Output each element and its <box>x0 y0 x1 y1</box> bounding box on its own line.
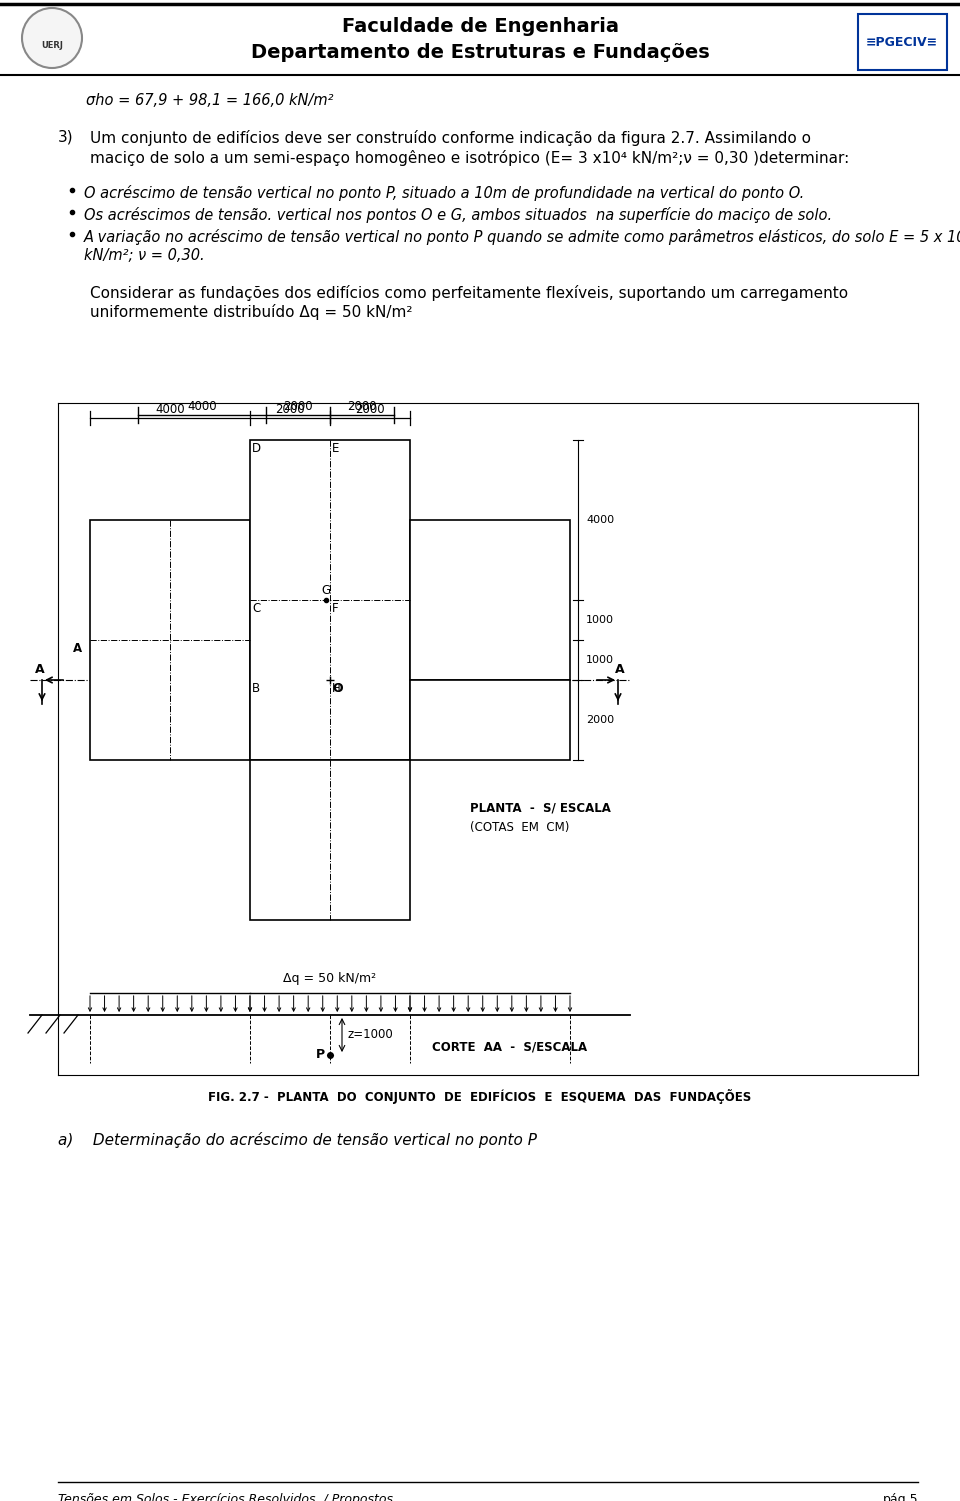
Text: Tensões em Solos - Exercícios Resolvidos  / Propostos: Tensões em Solos - Exercícios Resolvidos… <box>58 1493 393 1501</box>
Text: Um conjunto de edifícios deve ser construído conforme indicação da figura 2.7. A: Um conjunto de edifícios deve ser constr… <box>90 131 811 146</box>
Text: 2000: 2000 <box>586 714 614 725</box>
Text: A: A <box>36 663 45 675</box>
Text: 2000: 2000 <box>276 402 305 416</box>
Text: O: O <box>332 681 343 695</box>
Text: A: A <box>73 642 82 654</box>
Text: D: D <box>252 441 261 455</box>
Text: C: C <box>252 602 260 615</box>
Text: UERJ: UERJ <box>41 42 63 51</box>
Text: σho = 67,9 + 98,1 = 166,0 kN/m²: σho = 67,9 + 98,1 = 166,0 kN/m² <box>86 93 333 108</box>
Bar <box>410 519 570 680</box>
Text: 4000: 4000 <box>156 402 185 416</box>
Text: pág.5: pág.5 <box>882 1493 918 1501</box>
Text: z=1000: z=1000 <box>347 1028 393 1042</box>
Text: ≡PGECIV≡: ≡PGECIV≡ <box>866 36 938 48</box>
Text: 1000: 1000 <box>586 615 614 624</box>
Text: a)    Determinação do acréscimo de tensão vertical no ponto P: a) Determinação do acréscimo de tensão v… <box>58 1132 537 1148</box>
Text: 2000: 2000 <box>348 399 377 413</box>
Text: CORTE  AA  -  S/ESCALA: CORTE AA - S/ESCALA <box>432 1040 588 1054</box>
Text: P: P <box>316 1049 325 1061</box>
Text: (COTAS  EM  CM): (COTAS EM CM) <box>470 821 569 835</box>
Bar <box>90 519 250 760</box>
Text: Departamento de Estruturas e Fundações: Departamento de Estruturas e Fundações <box>251 42 709 62</box>
Text: 4000: 4000 <box>586 515 614 525</box>
Text: 2000: 2000 <box>355 402 385 416</box>
Text: uniformemente distribuído Δq = 50 kN/m²: uniformemente distribuído Δq = 50 kN/m² <box>90 305 413 320</box>
Text: A variação no acréscimo de tensão vertical no ponto P quando se admite como parâ: A variação no acréscimo de tensão vertic… <box>84 230 960 245</box>
Text: G: G <box>322 584 330 597</box>
Bar <box>250 440 410 760</box>
FancyBboxPatch shape <box>858 14 947 71</box>
Text: Faculdade de Engenharia: Faculdade de Engenharia <box>342 17 618 36</box>
Text: Considerar as fundações dos edifícios como perfeitamente flexíveis, suportando u: Considerar as fundações dos edifícios co… <box>90 285 848 302</box>
Text: FIG. 2.7 -  PLANTA  DO  CONJUNTO  DE  EDIFÍCIOS  E  ESQUEMA  DAS  FUNDAÇÕES: FIG. 2.7 - PLANTA DO CONJUNTO DE EDIFÍCI… <box>208 1090 752 1105</box>
Text: 1000: 1000 <box>586 654 614 665</box>
Text: 3): 3) <box>58 131 74 146</box>
Text: Δq = 50 kN/m²: Δq = 50 kN/m² <box>283 973 376 985</box>
Text: kN/m²; ν = 0,30.: kN/m²; ν = 0,30. <box>84 248 204 263</box>
Text: A: A <box>615 663 625 675</box>
Text: Os acréscimos de tensão. vertical nos pontos O e G, ambos situados  na superfíci: Os acréscimos de tensão. vertical nos po… <box>84 207 832 224</box>
Circle shape <box>22 8 82 68</box>
Text: F: F <box>332 602 339 615</box>
Text: B: B <box>252 681 260 695</box>
Text: maciço de solo a um semi-espaço homogêneo e isotrópico (E= 3 x10⁴ kN/m²;ν = 0,30: maciço de solo a um semi-espaço homogêne… <box>90 150 850 167</box>
Text: PLANTA  -  S/ ESCALA: PLANTA - S/ ESCALA <box>470 802 611 815</box>
Text: H: H <box>332 681 341 695</box>
Text: 4000: 4000 <box>187 399 217 413</box>
Bar <box>250 760 410 920</box>
Bar <box>410 680 570 760</box>
Text: O acréscimo de tensão vertical no ponto P, situado a 10m de profundidade na vert: O acréscimo de tensão vertical no ponto … <box>84 185 804 201</box>
Text: E: E <box>332 441 340 455</box>
Text: 2000: 2000 <box>283 399 313 413</box>
